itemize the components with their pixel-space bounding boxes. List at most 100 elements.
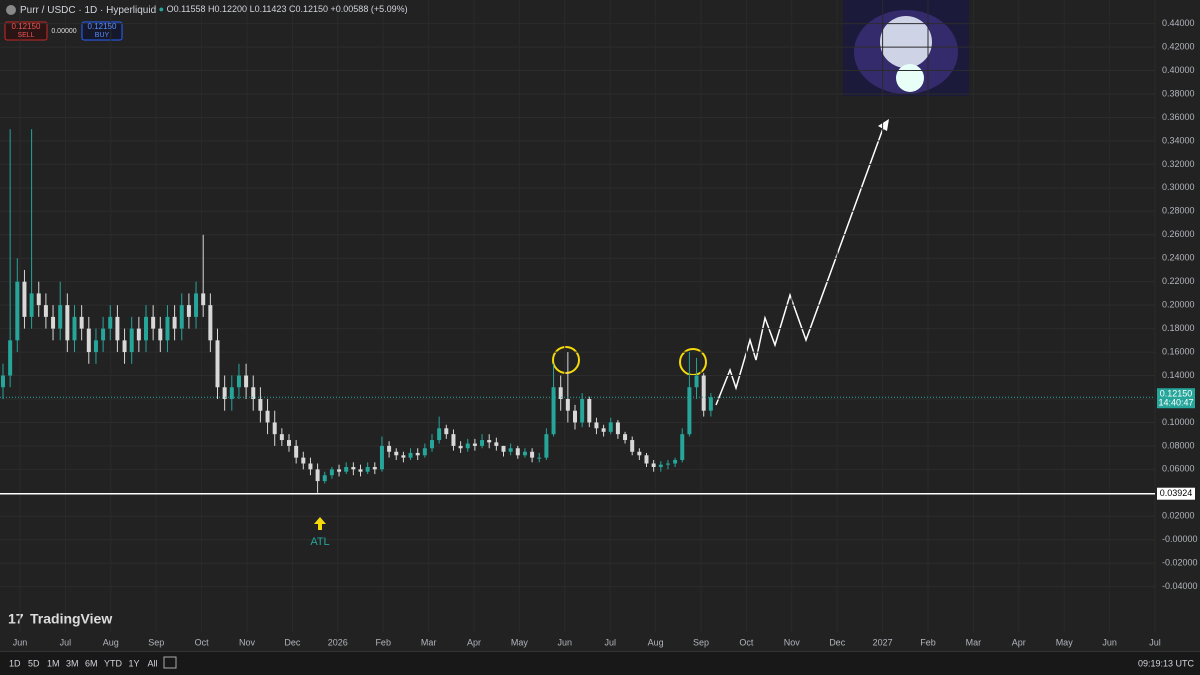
ohlc-key: O xyxy=(167,4,174,14)
candle-body xyxy=(387,445,392,452)
spread: 0.00000 xyxy=(51,28,76,35)
y-tick-label: 0.32000 xyxy=(1162,159,1195,169)
candle-body xyxy=(637,451,642,456)
candle-body xyxy=(515,448,520,456)
candle-body xyxy=(294,445,299,458)
candle-body xyxy=(165,316,170,341)
clock: 09:19:13 UTC xyxy=(1138,658,1195,668)
candle-body xyxy=(72,316,77,341)
candle-body xyxy=(272,422,277,435)
symbol-title: Purr / USDC · 1D · Hyperliquid xyxy=(20,5,156,16)
candle-body xyxy=(1,375,5,388)
y-tick-label: 0.38000 xyxy=(1162,88,1195,98)
toolbar-bg xyxy=(0,652,1200,675)
candle-body xyxy=(694,375,699,388)
y-tick-label: 0.28000 xyxy=(1162,206,1195,216)
candle-body xyxy=(108,316,113,329)
x-tick-label: Feb xyxy=(375,637,391,647)
candle-body xyxy=(465,443,470,449)
range-button[interactable]: All xyxy=(148,658,158,668)
ohlc-value: 0.12200 xyxy=(215,4,248,14)
y-tick-label: 0.42000 xyxy=(1162,41,1195,51)
candle-body xyxy=(58,305,63,329)
sell-button[interactable] xyxy=(4,21,48,41)
sell-price: 0.12150 xyxy=(12,22,41,31)
candle-body xyxy=(408,452,413,458)
candle-body xyxy=(122,340,127,353)
candle-body xyxy=(630,440,635,452)
x-tick-label: Nov xyxy=(239,637,256,647)
x-tick-label: Jul xyxy=(1149,637,1161,647)
candle-body xyxy=(351,467,356,470)
candle-body xyxy=(15,281,20,341)
y-tick-label: 0.26000 xyxy=(1162,229,1195,239)
range-button[interactable]: 1Y xyxy=(129,658,140,668)
candle-body xyxy=(451,434,456,446)
candle-body xyxy=(79,316,84,329)
x-tick-label: Dec xyxy=(829,637,846,647)
y-tick-label: -0.04000 xyxy=(1162,581,1198,591)
candle-body xyxy=(651,463,656,468)
candle-body xyxy=(236,375,241,388)
calendar-icon[interactable] xyxy=(163,656,177,669)
x-tick-label: Jun xyxy=(558,637,573,647)
candle-body xyxy=(394,451,399,456)
range-button[interactable]: 5D xyxy=(28,658,40,668)
candle-body xyxy=(208,305,213,341)
candle-body xyxy=(608,422,613,432)
x-tick-label: Jun xyxy=(13,637,28,647)
candle-body xyxy=(172,316,177,329)
candle-body xyxy=(222,387,227,399)
range-button[interactable]: 1D xyxy=(9,658,21,668)
candle-body xyxy=(708,397,713,411)
buy-label: BUY xyxy=(95,32,110,39)
y-tick-label: 0.16000 xyxy=(1162,346,1195,356)
x-tick-label: Apr xyxy=(467,637,481,647)
candle-body xyxy=(687,387,692,435)
support-price-label: 0.03924 xyxy=(1160,488,1193,498)
y-tick-label: -0.02000 xyxy=(1162,558,1198,568)
x-tick-label: Aug xyxy=(648,637,664,647)
candle-body xyxy=(551,387,556,435)
candle-body xyxy=(287,440,291,446)
candle-body xyxy=(487,440,492,443)
candle-body xyxy=(258,398,263,411)
x-tick-label: Mar xyxy=(966,637,982,647)
buy-button[interactable] xyxy=(81,21,123,41)
candle-body xyxy=(244,375,249,388)
x-tick-label: Mar xyxy=(421,637,437,647)
avatar-cat xyxy=(880,16,932,68)
y-tick-label: 0.20000 xyxy=(1162,300,1195,310)
candle-body xyxy=(151,316,156,329)
candle-body xyxy=(508,448,513,452)
ohlc-value: 0.12150 xyxy=(295,4,328,14)
candle-body xyxy=(472,443,477,446)
candle-body xyxy=(8,340,13,376)
buy-price: 0.12150 xyxy=(88,22,117,31)
candle-body xyxy=(480,440,485,446)
atl-arrow xyxy=(314,517,326,530)
y-tick-label: 0.36000 xyxy=(1162,112,1195,122)
ohlc-key: L xyxy=(250,4,255,14)
projection-arrowhead xyxy=(878,119,889,131)
candle-body xyxy=(136,328,141,341)
candle-body xyxy=(530,451,535,458)
annotation: ATL xyxy=(310,536,329,548)
candle-body xyxy=(265,410,270,423)
range-button[interactable]: YTD xyxy=(104,658,123,668)
y-tick-label: 0.08000 xyxy=(1162,440,1195,450)
candle-body xyxy=(65,305,70,341)
candle-body xyxy=(101,328,106,341)
y-tick-label: 0.40000 xyxy=(1162,65,1195,75)
ohlc-value: 0.11423 xyxy=(255,4,287,14)
candle-body xyxy=(43,305,48,317)
ohlc-value: 0.11558 xyxy=(174,4,206,14)
range-button[interactable]: 1M xyxy=(47,658,60,668)
candle-body xyxy=(644,455,649,464)
candle-body xyxy=(665,463,670,465)
x-tick-label: Oct xyxy=(195,637,210,647)
candle-body xyxy=(415,452,420,456)
range-button[interactable]: 6M xyxy=(85,658,98,668)
range-button[interactable]: 3M xyxy=(66,658,79,668)
y-tick-label: 0.10000 xyxy=(1162,417,1195,427)
